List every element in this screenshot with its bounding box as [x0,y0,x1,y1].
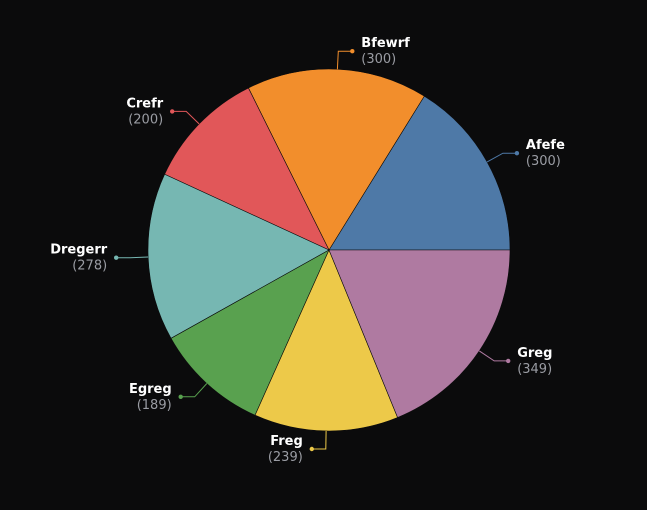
leader-dot-crefr [170,109,175,114]
leader-dot-dregerr [114,255,119,260]
slice-value-afefe: (300) [526,154,561,169]
leader-dot-greg [506,358,511,364]
leader-line-afefe [486,152,517,163]
slice-greg[interactable] [328,249,511,418]
slice-value-freg: (239) [268,450,303,465]
slice-afefe[interactable] [328,95,511,251]
slice-value-dregerr: (278) [72,259,107,274]
slice-label-crefr: Crefr [126,96,163,111]
slice-label-bfewrf: Bfewrf [361,36,410,51]
slice-bfewrf[interactable] [247,68,425,251]
leader-dot-egreg [178,394,183,399]
slice-dregerr[interactable] [147,173,330,339]
slice-value-greg: (349) [517,362,552,377]
leader-dot-afefe [514,151,520,156]
leader-line-greg [479,350,509,362]
slice-label-freg: Freg [270,434,303,449]
slice-value-crefr: (200) [128,112,163,127]
pie-slices [147,68,511,432]
leader-line-freg [311,430,327,450]
slice-label-greg: Greg [517,346,552,361]
slice-value-bfewrf: (300) [361,52,396,67]
leader-line-egreg [180,383,208,398]
leader-line-dregerr [116,256,149,259]
slice-egreg[interactable] [170,249,330,416]
slice-label-dregerr: Dregerr [50,243,108,258]
leader-line-bfewrf [336,50,353,70]
slice-labels: Afefe(300)Bfewrf(300)Crefr(200)Dregerr(2… [50,36,565,465]
slice-value-egreg: (189) [137,398,172,413]
slice-label-afefe: Afefe [526,138,565,153]
leader-dot-bfewrf [350,49,355,54]
leader-line-crefr [172,110,200,125]
leader-lines [114,49,520,452]
slice-freg[interactable] [254,249,398,432]
leader-dot-freg [309,446,314,452]
slice-crefr[interactable] [164,87,330,251]
slice-label-egreg: Egreg [129,382,172,397]
